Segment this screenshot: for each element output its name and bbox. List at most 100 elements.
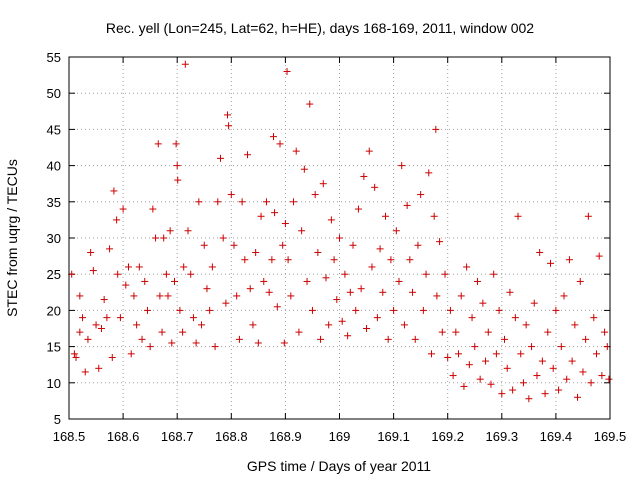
data-point <box>384 335 392 343</box>
data-point <box>208 263 216 271</box>
data-point <box>100 296 108 304</box>
data-point <box>432 125 440 133</box>
data-point <box>341 270 349 278</box>
data-point <box>465 361 473 369</box>
data-point <box>172 140 180 148</box>
data-point <box>482 357 490 365</box>
data-point <box>468 314 476 322</box>
data-point <box>290 198 298 206</box>
data-point <box>484 328 492 336</box>
data-point <box>72 353 80 361</box>
data-point <box>336 234 343 242</box>
data-point <box>476 375 484 383</box>
data-point <box>152 234 160 242</box>
chart-title: Rec. yell (Lon=245, Lat=62, h=HE), days … <box>106 20 534 36</box>
data-point <box>70 350 78 358</box>
data-point <box>368 263 376 271</box>
data-point <box>198 321 206 329</box>
data-point <box>387 256 395 264</box>
data-point <box>76 328 84 336</box>
data-point <box>214 198 222 206</box>
y-tick-label: 20 <box>47 303 61 318</box>
data-point <box>141 277 149 285</box>
y-tick-label: 55 <box>47 50 61 65</box>
data-point <box>514 212 522 220</box>
data-point <box>138 335 146 343</box>
data-point <box>576 277 584 285</box>
data-point <box>457 292 465 300</box>
data-point <box>143 306 151 314</box>
data-point <box>135 263 143 271</box>
data-point <box>295 328 303 336</box>
data-point <box>260 277 268 285</box>
data-point <box>333 296 341 304</box>
data-point <box>422 270 430 278</box>
data-point <box>436 238 444 246</box>
data-point <box>376 245 384 253</box>
data-point <box>158 328 166 336</box>
data-point <box>222 299 230 307</box>
data-point <box>180 263 188 271</box>
data-point <box>181 60 189 68</box>
data-point <box>563 375 571 383</box>
data-point <box>490 270 498 278</box>
data-point <box>371 183 379 191</box>
data-point <box>254 339 262 347</box>
y-axis-label: STEC from uqrg / TECUs <box>4 159 20 317</box>
data-point <box>200 241 208 249</box>
data-point <box>584 212 592 220</box>
data-point <box>244 151 252 159</box>
data-point <box>271 209 279 217</box>
data-point <box>308 306 316 314</box>
data-point <box>298 227 306 235</box>
data-point <box>330 256 338 264</box>
data-point <box>536 248 544 256</box>
data-point <box>103 314 111 322</box>
data-point <box>203 285 211 293</box>
data-point <box>287 292 295 300</box>
y-tick-label: 40 <box>47 159 61 174</box>
data-point <box>503 364 511 372</box>
data-point <box>113 216 121 224</box>
data-point <box>395 277 403 285</box>
x-tick-label: 168.8 <box>215 429 248 444</box>
data-points <box>68 60 613 403</box>
data-point <box>265 288 273 296</box>
y-tick-label: 30 <box>47 231 61 246</box>
data-point <box>344 332 352 340</box>
data-point <box>444 353 452 361</box>
y-tick-label: 15 <box>47 340 61 355</box>
data-point <box>116 314 124 322</box>
data-point <box>605 375 613 383</box>
data-point <box>89 267 97 275</box>
x-tick-label: 169.2 <box>431 429 464 444</box>
data-point <box>279 241 287 249</box>
data-point <box>225 122 233 130</box>
tick-marks <box>68 56 611 420</box>
data-point <box>574 393 582 401</box>
data-point <box>84 335 92 343</box>
data-point <box>538 357 546 365</box>
data-point <box>601 328 609 336</box>
data-point <box>392 227 400 235</box>
data-point <box>224 111 232 119</box>
data-point <box>373 314 381 322</box>
data-point <box>541 390 549 398</box>
x-tick-label: 168.9 <box>269 429 302 444</box>
x-tick-label: 168.6 <box>107 429 140 444</box>
data-point <box>160 234 168 242</box>
data-point <box>249 321 257 329</box>
data-point <box>379 288 387 296</box>
data-point <box>276 140 284 148</box>
data-point <box>268 256 276 264</box>
data-point <box>338 317 346 325</box>
data-point <box>227 191 235 199</box>
plot-frame <box>68 56 611 420</box>
data-point <box>544 328 552 336</box>
data-point <box>280 339 288 347</box>
data-point <box>552 306 560 314</box>
data-point <box>174 176 182 184</box>
x-tick-label: 169.5 <box>594 429 627 444</box>
x-tick-label: 169 <box>329 429 351 444</box>
